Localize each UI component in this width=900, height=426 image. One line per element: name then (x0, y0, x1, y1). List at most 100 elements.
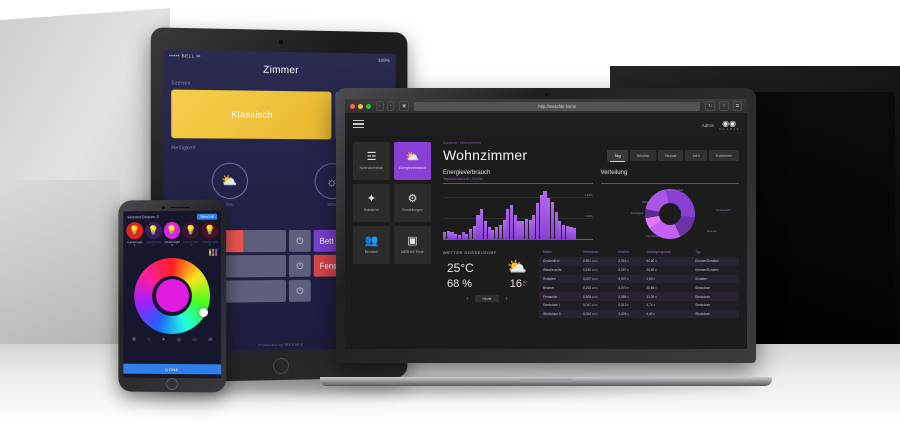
table-row[interactable]: Steckdose II 0,094 kWh 0,026 €9,49 € Steckd… (539, 309, 739, 319)
sidebar-item-label: Szenarien (363, 208, 380, 212)
chevron-left-icon[interactable]: ‹ (466, 295, 469, 302)
user-label[interactable]: Admin (701, 122, 715, 128)
power-icon[interactable]: ⏻ (288, 229, 311, 252)
table-row[interactable]: Beamer 0,253 kWh 0,070 €25,55 € Steckdose (539, 283, 739, 293)
tab-kalender[interactable]: Kalender (708, 149, 739, 161)
sidebar-item-energieverbrauch[interactable]: ⛅ Energieverbrauch (394, 142, 431, 180)
palette-grid-icon[interactable] (209, 248, 218, 257)
cell-verbrauch: 0,240 kWh (578, 265, 615, 275)
target-tool-icon[interactable]: ◎ (176, 336, 182, 343)
donut-label-wandleuchte: Wandleuchte (666, 188, 684, 192)
tab-jahr[interactable]: Jahr (685, 149, 707, 161)
sidebar-item-benutzer[interactable]: 👥 Benutzer (353, 226, 390, 264)
table-row[interactable]: Steckdose I 0,047 kWh 0,013 €4,74 € Steckdo… (539, 300, 739, 310)
cell-typ: Steckdose (691, 300, 739, 310)
gridline-2kwh (443, 197, 593, 198)
cell-kosten: 0,086 € (614, 292, 643, 301)
weather-humidity: 68 % (447, 278, 473, 290)
bar (543, 191, 547, 239)
wind-unit-top: km (523, 279, 527, 284)
maximize-icon[interactable] (366, 103, 371, 109)
table-row[interactable]: Rolladen 0,027 kWh 0,007 €2,55 € Schalter (539, 274, 739, 284)
breadcrumb[interactable]: Zuhause › Wohnzimmer (443, 141, 482, 145)
bar (569, 226, 573, 239)
minimize-icon[interactable] (358, 103, 363, 109)
bar (469, 228, 473, 239)
device-item[interactable]: 💡 Colorful Light 1 (126, 222, 143, 247)
carrier-label: ••••• BELL ✉ (169, 53, 201, 59)
color-wheel[interactable] (134, 257, 211, 334)
iphone-home-button[interactable] (166, 377, 178, 391)
timer-tool-icon[interactable]: ✉ (208, 336, 213, 343)
sidebar-toggle-icon[interactable]: ▣ (399, 101, 410, 111)
url-text: http://meschle.home (538, 103, 577, 109)
table-row[interactable]: Deckenlicht 0,961 kWh 0,261 €64,60 € Dimmer… (539, 257, 739, 266)
device-item[interactable]: 💡 Colorful Light 5 (201, 221, 219, 247)
column-header-name[interactable]: Name (543, 250, 553, 254)
bar (562, 224, 566, 239)
users-icon: 👥 (364, 235, 379, 247)
cell-jahresprognose: 64,60 € (642, 257, 692, 266)
energy-panel: Energieverbrauch Tagesdurchschnitt 7,83 … (443, 170, 593, 242)
back-icon[interactable]: ‹ (376, 101, 384, 111)
column-header-verbrauch[interactable]: Verbrauch (582, 250, 599, 254)
sidebar-item-einstellungen[interactable]: ⚙ Einstellungen (394, 184, 431, 222)
bar (495, 226, 499, 239)
bar (443, 232, 447, 239)
tab-woche[interactable]: Woche (629, 149, 657, 161)
bar (454, 234, 458, 239)
sidebar-item-szenarien[interactable]: ✦ Szenarien (353, 184, 390, 222)
app-header: Admin ◉◉ M E S H L E (345, 114, 747, 136)
select-all-button[interactable]: Select all (197, 213, 218, 220)
bar (513, 215, 517, 239)
column-header-typ[interactable]: Typ (695, 250, 701, 254)
panel-divider (443, 183, 593, 184)
slider-tool-icon[interactable]: ▭ (192, 336, 198, 343)
light-side-name: Bett (319, 236, 334, 246)
share-icon[interactable]: ⇧ (719, 101, 729, 111)
reload-icon[interactable]: ↻ (705, 101, 715, 111)
device-item[interactable]: 💡 Colorful Light 2 (144, 222, 162, 247)
bar (483, 221, 488, 239)
iphone-speaker-icon (170, 206, 190, 209)
energy-panel-title: Energieverbrauch (443, 170, 491, 176)
sidebar-item-meshle-store[interactable]: ▣ MESHLE Store (394, 226, 431, 264)
table-row[interactable]: Wandleuchte 0,240 kWh 0,067 €24,40 € Dimmer… (539, 265, 739, 275)
cell-name: Steckdose I (539, 300, 579, 310)
chevron-right-icon[interactable]: › (505, 295, 508, 302)
power-icon[interactable]: ⏻ (288, 254, 311, 277)
weather-widget: WETTER DÜSSELDORF 25°C ⛅ 68 % 16 (443, 247, 531, 349)
tab-monat[interactable]: Monat (658, 149, 684, 161)
distribution-panel-title: Verteilung (600, 170, 628, 176)
cell-verbrauch: 0,094 kWh (578, 309, 615, 319)
sidebar-item-label: Energieverbrauch (399, 166, 426, 170)
cell-name: Beamer (539, 283, 579, 293)
column-header-kosten[interactable]: Kosten (618, 250, 629, 254)
sidebar-item-kontrollzentrum[interactable]: ☲ Kontrollzentrum (353, 142, 390, 180)
cell-typ: Steckdose (691, 309, 739, 319)
table-row[interactable]: Fernseher 0,306 kWh 0,086 €31,39 € Steckdos… (539, 292, 739, 301)
forward-icon[interactable]: › (386, 101, 394, 111)
color-wheel-handle[interactable] (199, 307, 209, 317)
bar-series (443, 185, 577, 239)
power-icon[interactable]: ⏻ (288, 279, 311, 302)
close-icon[interactable] (350, 103, 355, 109)
ipad-home-button[interactable] (273, 357, 289, 375)
scene-card-klassisch[interactable]: Klassisch (171, 89, 332, 140)
menu-icon[interactable] (353, 119, 364, 130)
weather-today-button[interactable]: Heute (475, 295, 499, 302)
device-item[interactable]: 💡 Colorful Light 4 (182, 221, 200, 247)
effects-icon[interactable]: ☸ (131, 336, 137, 343)
tab-tag[interactable]: Tag (607, 149, 628, 162)
device-item[interactable]: 💡 Colorful Light 3 (163, 221, 181, 247)
brightness-tool-icon[interactable]: ☀ (161, 336, 166, 343)
macbook-notch (520, 379, 572, 382)
cell-jahresprognose: 2,55 € (642, 274, 692, 284)
device-label: Colorful Light 1 (127, 240, 143, 247)
column-header-jahresprognose[interactable]: Jahresprognose (646, 250, 671, 254)
done-button[interactable]: DONE (123, 363, 222, 375)
bulb-tool-icon[interactable]: ○ (147, 336, 151, 343)
bar (498, 225, 502, 239)
url-bar[interactable]: http://meschle.home (414, 101, 701, 111)
tabs-icon[interactable]: ⧉ (732, 101, 742, 111)
